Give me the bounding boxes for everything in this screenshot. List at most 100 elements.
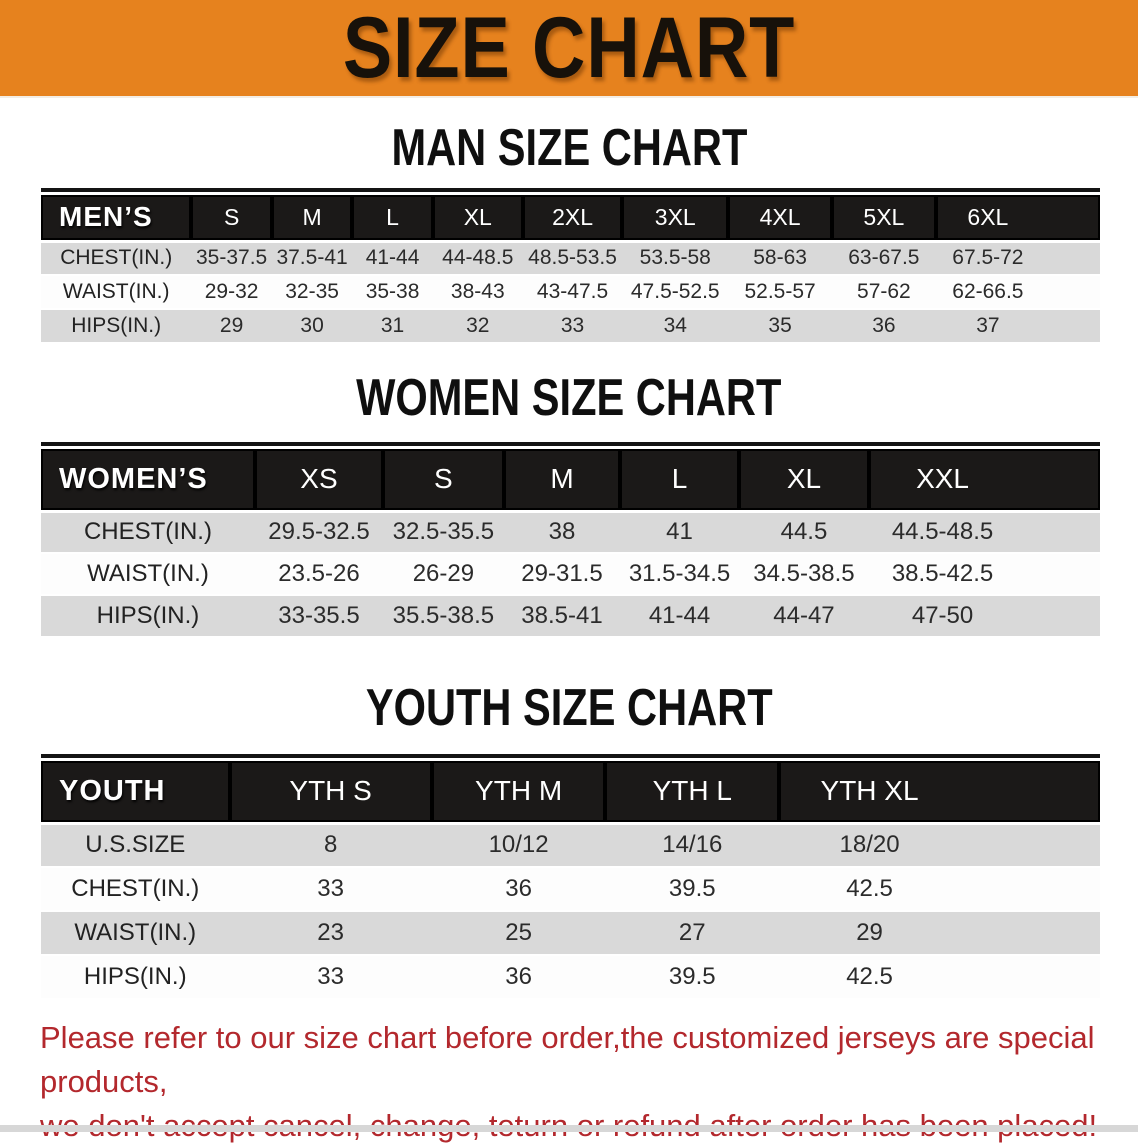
row-label: CHEST(IN.) [41,511,255,554]
size-value: 37 [935,309,1100,344]
size-value: 38 [503,511,621,554]
size-value: 18/20 [779,823,1100,868]
size-column-header: XXL [869,449,1100,513]
size-value: 39.5 [605,867,780,912]
table-row: HIPS(IN.) 33-35.5 35.5-38.5 38.5-41 41-44 44-… [41,595,1100,638]
row-label: WAIST(IN.) [41,553,255,596]
row-label: U.S.SIZE [41,823,230,868]
men-section-title-text: MAN SIZE CHART [391,119,747,177]
size-value: 29.5-32.5 [254,511,384,554]
size-column-header: M [271,195,353,243]
size-value: 41-44 [352,241,433,276]
size-value: 31 [352,309,433,344]
size-value: 33 [229,955,432,1000]
table-corner-label: MEN’S [41,195,192,243]
size-value: 52.5-57 [728,275,832,310]
size-value: 32.5-35.5 [383,511,504,554]
size-column-header: L [352,195,433,243]
men-section-title: MAN SIZE CHART [0,122,1138,174]
women-section-title-text: WOMEN SIZE CHART [356,369,782,427]
size-value: 27 [605,911,780,956]
size-column-header: YTH L [605,761,780,825]
size-column-header: 5XL [831,195,936,243]
row-label: HIPS(IN.) [41,595,255,638]
row-label: CHEST(IN.) [41,867,230,912]
table-row: CHEST(IN.) 29.5-32.5 32.5-35.5 38 41 44.5 44.5… [41,511,1100,554]
table-corner-label: YOUTH [41,761,230,825]
size-value: 37.5-41 [271,241,353,276]
size-value: 33 [522,309,623,344]
size-value: 41-44 [620,595,739,638]
size-value: 47-50 [869,595,1100,638]
size-column-header: S [383,449,504,513]
men-size-table: MEN’S S M L XL 2XL 3XL 4XL 5XL 6XL CHEST(IN.) 35-37… [41,195,1100,344]
size-value: 36 [831,309,936,344]
size-value: 39.5 [605,955,780,1000]
size-column-header: L [620,449,739,513]
size-value: 35-38 [352,275,433,310]
size-value: 42.5 [779,955,1100,1000]
size-value: 23.5-26 [254,553,384,596]
table-row: WAIST(IN.) 29-32 32-35 35-38 38-43 43-47.5 47.… [41,275,1100,310]
table-row: WAIST(IN.) 23 25 27 29 [41,911,1100,956]
youth-section-title-text: YOUTH SIZE CHART [365,679,773,737]
size-value: 29-32 [191,275,272,310]
size-value: 29-31.5 [503,553,621,596]
table-row: U.S.SIZE 8 10/12 14/16 18/20 [41,823,1100,868]
women-size-table: WOMEN’S XS S M L XL XXL CHEST(IN.) 29.5-32.5 32.5… [41,449,1100,638]
table-header-row: WOMEN’S XS S M L XL XXL [41,449,1100,513]
size-value: 53.5-58 [622,241,729,276]
size-value: 38-43 [432,275,523,310]
table-corner-label: WOMEN’S [41,449,255,513]
row-label: CHEST(IN.) [41,241,192,276]
size-value: 38.5-42.5 [869,553,1100,596]
table-header-row: YOUTH YTH S YTH M YTH L YTH XL [41,761,1100,825]
bottom-strip [0,1125,1138,1132]
size-value: 25 [431,911,606,956]
youth-section-title: YOUTH SIZE CHART [0,682,1138,734]
row-label: WAIST(IN.) [41,275,192,310]
table-row: WAIST(IN.) 23.5-26 26-29 29-31.5 31.5-34.5 34… [41,553,1100,596]
youth-size-table: YOUTH YTH S YTH M YTH L YTH XL U.S.SIZE 8 10/12… [41,761,1100,1000]
size-value: 44.5-48.5 [869,511,1100,554]
size-value: 23 [229,911,432,956]
size-value: 63-67.5 [831,241,936,276]
size-column-header: M [503,449,621,513]
size-value: 42.5 [779,867,1100,912]
size-column-header: S [191,195,272,243]
size-value: 36 [431,867,606,912]
size-value: 33-35.5 [254,595,384,638]
size-value: 47.5-52.5 [622,275,729,310]
size-value: 31.5-34.5 [620,553,739,596]
size-value: 38.5-41 [503,595,621,638]
size-value: 44-47 [738,595,870,638]
table-header-row: MEN’S S M L XL 2XL 3XL 4XL 5XL 6XL [41,195,1100,243]
size-value: 67.5-72 [935,241,1100,276]
size-value: 30 [271,309,353,344]
banner-title: SIZE CHART [342,0,796,96]
note-line-1: Please refer to our size chart before or… [40,1020,1095,1099]
size-value: 10/12 [431,823,606,868]
table-row: CHEST(IN.) 33 36 39.5 42.5 [41,867,1100,912]
size-column-header: XL [432,195,523,243]
size-column-header: 6XL [935,195,1100,243]
size-value: 35.5-38.5 [383,595,504,638]
size-value: 8 [229,823,432,868]
women-section-title: WOMEN SIZE CHART [0,372,1138,424]
size-value: 48.5-53.5 [522,241,623,276]
size-value: 34.5-38.5 [738,553,870,596]
size-chart-banner: SIZE CHART [0,0,1138,98]
size-column-header: YTH M [431,761,606,825]
women-table-wrap: WOMEN’S XS S M L XL XXL CHEST(IN.) 29.5-32.5 32.5… [41,442,1100,638]
size-value: 41 [620,511,739,554]
size-value: 44.5 [738,511,870,554]
size-column-header: YTH XL [779,761,1100,825]
size-value: 33 [229,867,432,912]
size-value: 62-66.5 [935,275,1100,310]
size-value: 44-48.5 [432,241,523,276]
men-table-wrap: MEN’S S M L XL 2XL 3XL 4XL 5XL 6XL CHEST(IN.) 35-37… [41,188,1100,344]
size-value: 35-37.5 [191,241,272,276]
size-value: 57-62 [831,275,936,310]
row-label: WAIST(IN.) [41,911,230,956]
size-value: 35 [728,309,832,344]
